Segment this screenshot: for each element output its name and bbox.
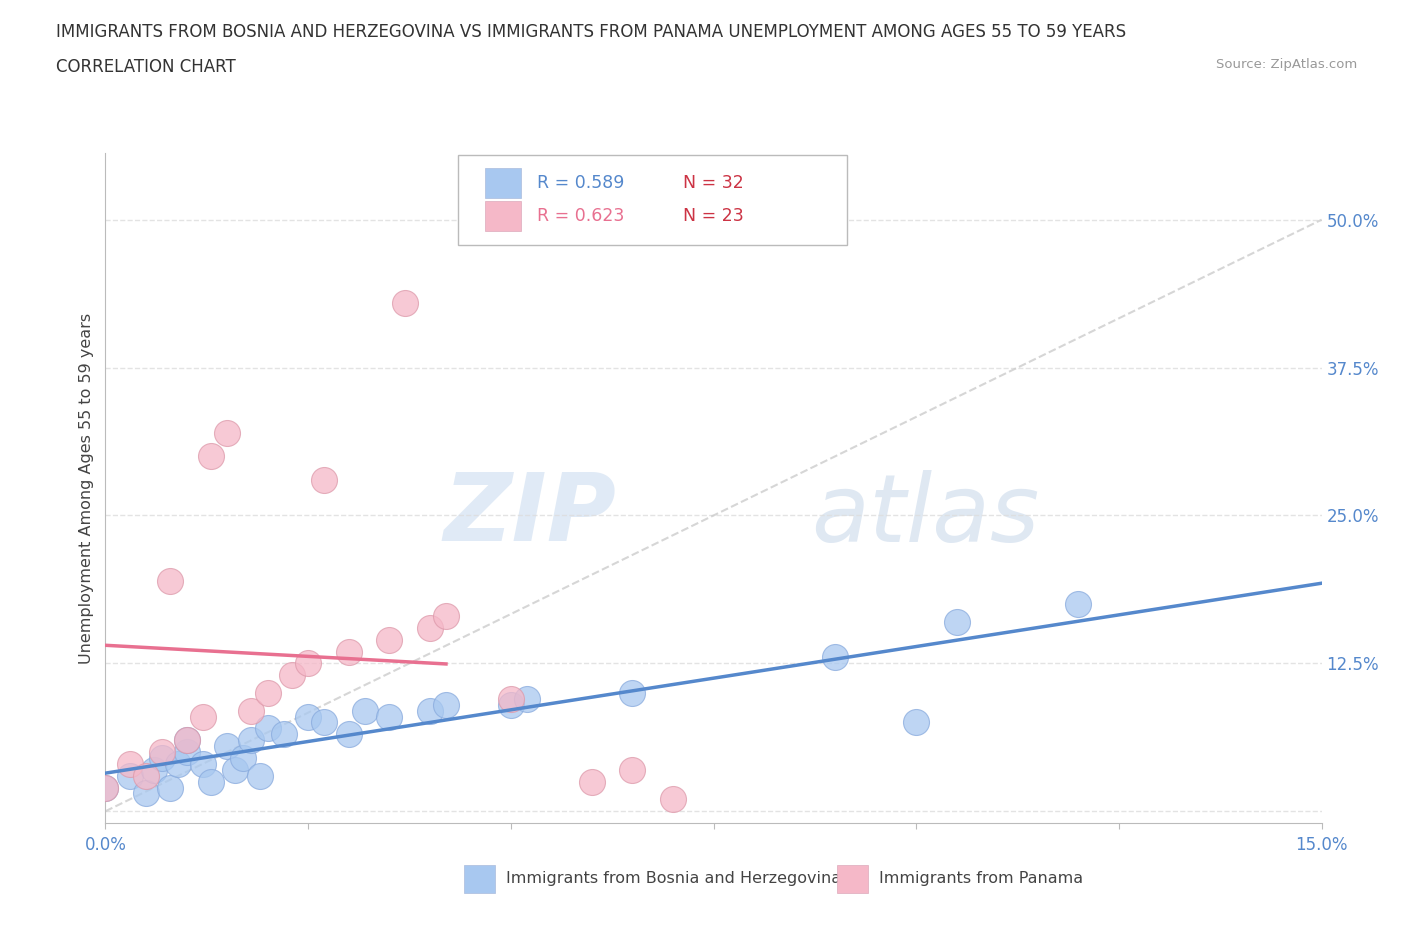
Point [434, 698, 457, 712]
Point [167, 756, 190, 771]
Text: N = 23: N = 23 [683, 207, 744, 225]
Point [419, 620, 441, 635]
Text: Immigrants from Panama: Immigrants from Panama [879, 871, 1083, 886]
FancyBboxPatch shape [485, 167, 522, 198]
Point [256, 685, 278, 700]
Text: ZIP: ZIP [443, 469, 616, 561]
FancyBboxPatch shape [458, 154, 848, 246]
Text: atlas: atlas [811, 470, 1039, 561]
Point [150, 745, 173, 760]
Point [516, 691, 538, 706]
FancyBboxPatch shape [485, 201, 522, 232]
Point [118, 768, 141, 783]
Point [94, 780, 117, 795]
Point [394, 295, 416, 310]
Point [217, 738, 239, 753]
Point [297, 710, 319, 724]
Point [240, 703, 263, 718]
Point [94, 780, 117, 795]
Point [191, 756, 214, 771]
Point [273, 727, 295, 742]
Point [434, 608, 457, 623]
Point [249, 768, 271, 783]
Text: IMMIGRANTS FROM BOSNIA AND HERZEGOVINA VS IMMIGRANTS FROM PANAMA UNEMPLOYMENT AM: IMMIGRANTS FROM BOSNIA AND HERZEGOVINA V… [56, 23, 1126, 41]
Text: CORRELATION CHART: CORRELATION CHART [56, 58, 236, 75]
Point [297, 656, 319, 671]
Text: N = 32: N = 32 [683, 174, 744, 192]
Point [621, 685, 644, 700]
Point [176, 745, 198, 760]
Point [135, 786, 157, 801]
Point [314, 472, 336, 487]
Point [232, 751, 254, 765]
Point [176, 733, 198, 748]
Point [314, 715, 336, 730]
Text: R = 0.589: R = 0.589 [537, 174, 624, 192]
Point [159, 573, 181, 588]
Point [905, 715, 928, 730]
Point [621, 763, 644, 777]
Text: R = 0.623: R = 0.623 [537, 207, 624, 225]
Point [217, 425, 239, 440]
Point [824, 650, 846, 665]
Point [337, 644, 360, 659]
Point [191, 710, 214, 724]
Point [159, 780, 181, 795]
Point [118, 756, 141, 771]
Point [354, 703, 377, 718]
Point [176, 733, 198, 748]
Point [1067, 597, 1090, 612]
Point [581, 774, 603, 789]
Point [200, 449, 222, 464]
Text: Immigrants from Bosnia and Herzegovina: Immigrants from Bosnia and Herzegovina [506, 871, 841, 886]
Point [499, 691, 522, 706]
Point [378, 632, 401, 647]
Point [143, 763, 166, 777]
Point [337, 727, 360, 742]
Point [419, 703, 441, 718]
Point [240, 733, 263, 748]
Point [150, 751, 173, 765]
Text: Source: ZipAtlas.com: Source: ZipAtlas.com [1216, 58, 1357, 71]
Point [945, 615, 967, 630]
Point [135, 768, 157, 783]
Point [662, 792, 685, 807]
Point [281, 668, 304, 683]
Point [224, 763, 246, 777]
Point [256, 721, 278, 736]
Y-axis label: Unemployment Among Ages 55 to 59 years: Unemployment Among Ages 55 to 59 years [79, 312, 94, 664]
Point [378, 710, 401, 724]
Point [200, 774, 222, 789]
Point [499, 698, 522, 712]
